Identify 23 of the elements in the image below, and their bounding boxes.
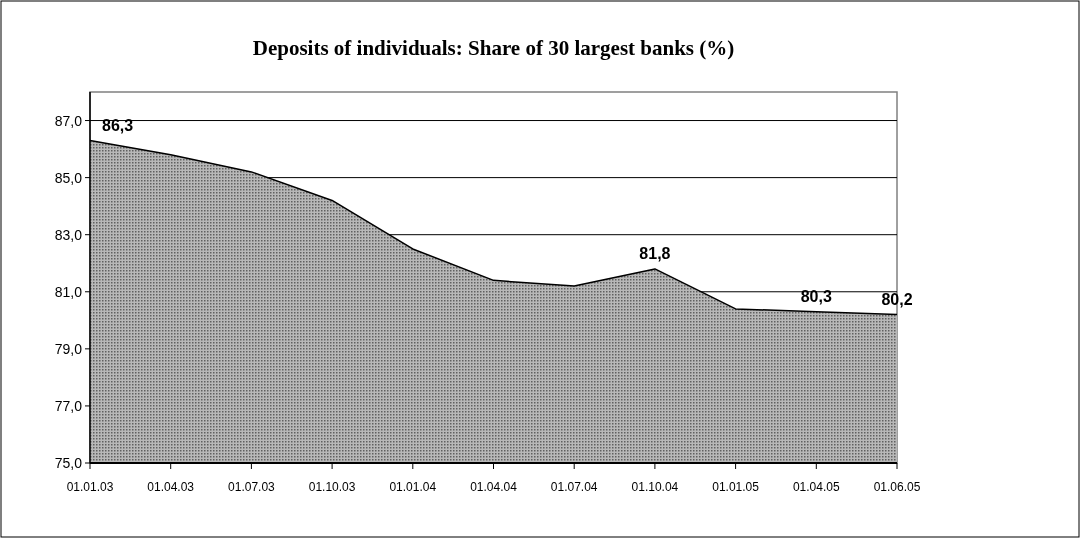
y-tick-label: 85,0 — [54, 169, 83, 186]
y-tick-label: 77,0 — [54, 397, 83, 414]
x-tick-label: 01.10.03 — [308, 480, 356, 494]
x-tick-label: 01.01.05 — [712, 480, 760, 494]
x-tick-label: 01.06.05 — [873, 480, 921, 494]
data-label: 80,2 — [881, 290, 913, 308]
x-tick-label: 01.07.03 — [228, 480, 276, 494]
x-tick-label: 01.07.04 — [550, 480, 598, 494]
x-tick-label: 01.01.04 — [389, 480, 437, 494]
y-tick-label: 75,0 — [54, 455, 83, 471]
y-tick-label: 87,0 — [54, 112, 83, 129]
x-tick-label: 01.10.04 — [631, 480, 679, 494]
data-label: 80,3 — [800, 287, 832, 305]
x-tick-label: 01.04.03 — [147, 480, 195, 494]
y-tick-label: 83,0 — [54, 226, 83, 243]
data-label: 86,3 — [102, 116, 134, 134]
y-tick-label: 79,0 — [54, 340, 83, 357]
x-tick-label: 01.04.04 — [470, 480, 518, 494]
chart-title: Deposits of individuals: Share of 30 largest banks (%) — [252, 36, 735, 60]
data-label: 81,8 — [639, 244, 671, 262]
y-tick-label: 81,0 — [54, 283, 83, 300]
x-tick-label: 01.04.05 — [792, 480, 840, 494]
x-tick-label: 01.01.03 — [66, 480, 114, 494]
